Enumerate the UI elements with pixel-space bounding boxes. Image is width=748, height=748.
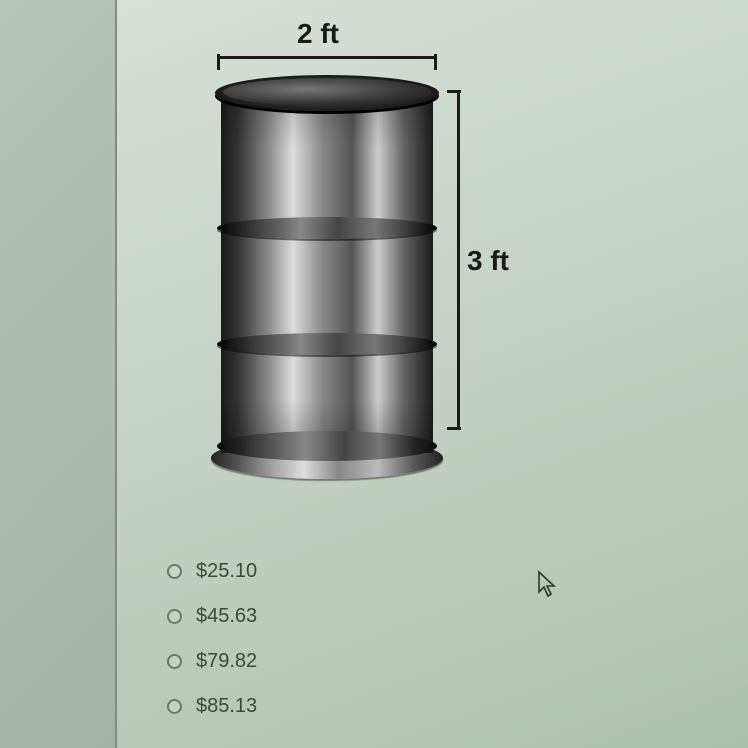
height-bracket <box>447 90 461 430</box>
option-label: $85.13 <box>196 695 257 718</box>
radio-icon[interactable] <box>167 609 182 624</box>
answer-options: $25.10 $45.63 $79.82 $85.13 <box>167 560 257 740</box>
height-dimension-label: 3 ft <box>467 245 509 277</box>
option-a[interactable]: $25.10 <box>167 560 257 583</box>
radio-icon[interactable] <box>167 564 182 579</box>
barrel-diagram: 2 ft 3 ft <box>157 0 537 490</box>
radio-icon[interactable] <box>167 699 182 714</box>
content-panel: 2 ft 3 ft $25.10 $45.63 <box>115 0 748 748</box>
option-d[interactable]: $85.13 <box>167 695 257 718</box>
width-bracket <box>217 56 437 70</box>
option-b[interactable]: $45.63 <box>167 605 257 628</box>
cursor-icon <box>537 570 557 598</box>
barrel-illustration <box>217 75 437 475</box>
width-dimension-label: 2 ft <box>297 18 339 50</box>
option-label: $25.10 <box>196 560 257 583</box>
option-label: $45.63 <box>196 605 257 628</box>
option-c[interactable]: $79.82 <box>167 650 257 673</box>
option-label: $79.82 <box>196 650 257 673</box>
radio-icon[interactable] <box>167 654 182 669</box>
